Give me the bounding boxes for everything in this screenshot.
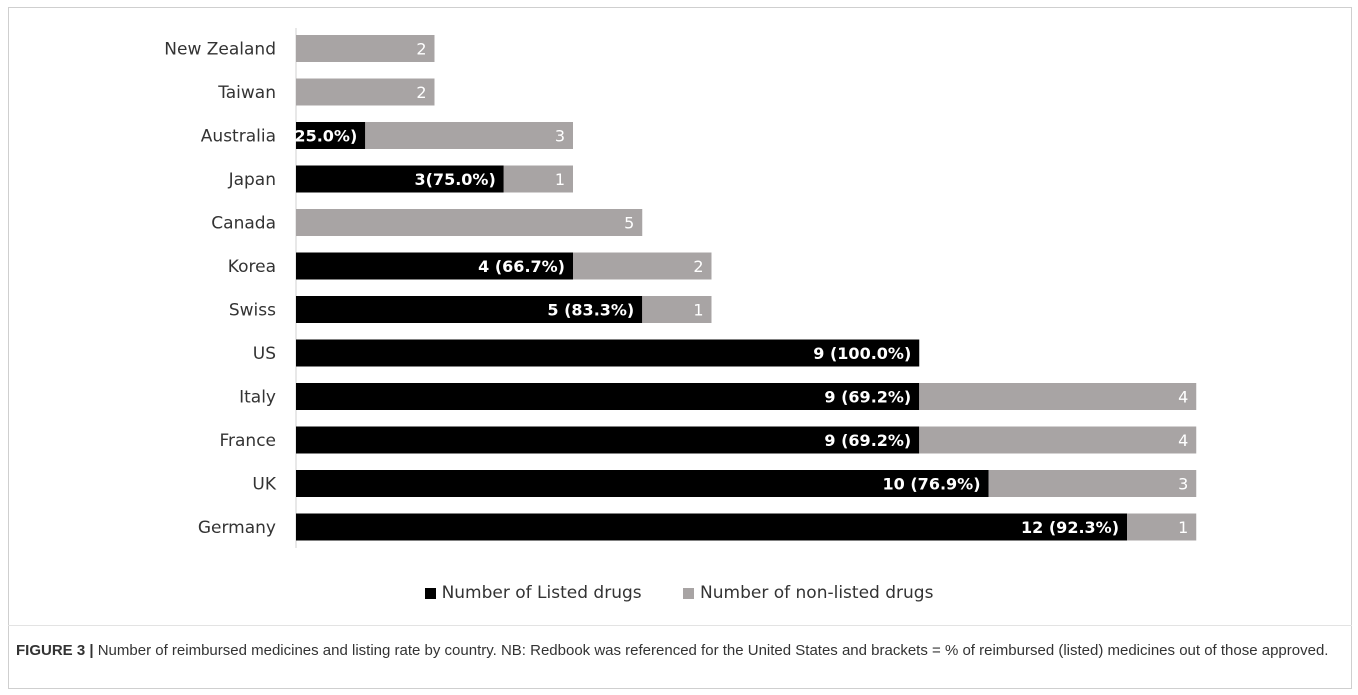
category-label-taiwan: Taiwan <box>217 83 276 103</box>
category-label-france: France <box>219 431 276 451</box>
data-label-listed-us: 9 (100.0%) <box>813 344 911 363</box>
category-label-swiss: Swiss <box>229 301 276 321</box>
legend-swatch-listed <box>424 587 436 599</box>
figure-frame <box>8 7 1352 689</box>
data-label-listed-uk: 10 (76.9%) <box>883 475 981 494</box>
category-label-canada: Canada <box>211 214 276 234</box>
bar-non-listed-canada <box>296 209 643 236</box>
data-label-non-listed-new-zealand: 2 <box>416 40 426 59</box>
bar-listed-australia <box>296 122 366 149</box>
bar-listed-us <box>296 339 920 367</box>
data-label-listed-japan: 3(75.0%) <box>414 170 495 189</box>
bar-listed-germany <box>296 513 1127 541</box>
caption-divider <box>8 625 1352 626</box>
data-label-listed-swiss: 5 (83.3%) <box>547 301 634 320</box>
data-label-listed-germany: 12 (92.3%) <box>1021 518 1119 537</box>
bar-listed-uk <box>296 470 989 497</box>
data-label-non-listed-uk: 3 <box>1178 475 1188 494</box>
bar-non-listed-uk <box>988 470 1197 497</box>
bar-non-listed-korea <box>573 252 712 280</box>
data-label-non-listed-italy: 4 <box>1178 388 1188 407</box>
bar-non-listed-taiwan <box>296 78 435 106</box>
data-label-non-listed-canada: 5 <box>624 214 634 233</box>
bar-non-listed-new-zealand <box>296 35 435 62</box>
caption-text: Number of reimbursed medicines and listi… <box>93 642 1329 659</box>
category-label-germany: Germany <box>198 518 276 538</box>
data-label-non-listed-france: 4 <box>1178 431 1188 450</box>
category-label-uk: UK <box>252 475 276 495</box>
category-label-japan: Japan <box>228 170 276 190</box>
data-label-non-listed-australia: 3 <box>555 127 565 146</box>
bar-non-listed-italy <box>919 383 1197 410</box>
figure-label: FIGURE 3 | <box>16 642 94 659</box>
bar-listed-korea <box>296 252 573 280</box>
bar-non-listed-france <box>919 426 1197 454</box>
bar-listed-france <box>296 426 920 454</box>
data-label-non-listed-swiss: 1 <box>693 301 703 320</box>
legend-label-listed: Number of Listed drugs <box>441 583 642 603</box>
bar-non-listed-swiss <box>642 296 712 323</box>
legend-swatch-non-listed <box>683 587 695 599</box>
figure-caption: FIGURE 3 | Number of reimbursed medicine… <box>16 640 1344 662</box>
data-label-listed-france: 9 (69.2%) <box>824 431 911 450</box>
chart-legend: Number of Listed drugs Number of non-lis… <box>0 583 1358 604</box>
data-label-non-listed-korea: 2 <box>693 257 703 276</box>
category-label-us: US <box>253 344 276 364</box>
category-label-australia: Australia <box>201 127 276 147</box>
stacked-bar-chart: New Zealand 2 Taiwan 2 Australia 1(25.0%) 3 Jap… <box>164 28 1197 548</box>
category-label-korea: Korea <box>228 257 276 277</box>
data-label-non-listed-japan: 1 <box>555 170 565 189</box>
data-label-listed-korea: 4 (66.7%) <box>478 257 565 276</box>
data-label-listed-australia: 1(25.0%) <box>276 127 357 146</box>
bar-non-listed-japan <box>503 165 573 193</box>
bar-non-listed-australia <box>365 122 573 149</box>
data-label-non-listed-taiwan: 2 <box>416 83 426 102</box>
bar-non-listed-germany <box>1127 513 1197 541</box>
data-label-non-listed-germany: 1 <box>1178 518 1188 537</box>
bar-listed-japan <box>296 165 504 193</box>
category-label-new-zealand: New Zealand <box>164 40 276 60</box>
bar-listed-italy <box>296 383 920 410</box>
bar-listed-swiss <box>296 296 643 323</box>
legend-item-listed: Number of Listed drugs <box>424 583 642 603</box>
legend-item-non-listed: Number of non-listed drugs <box>683 583 933 603</box>
category-label-italy: Italy <box>239 388 276 408</box>
data-label-listed-italy: 9 (69.2%) <box>824 388 911 407</box>
legend-label-non-listed: Number of non-listed drugs <box>700 583 934 603</box>
